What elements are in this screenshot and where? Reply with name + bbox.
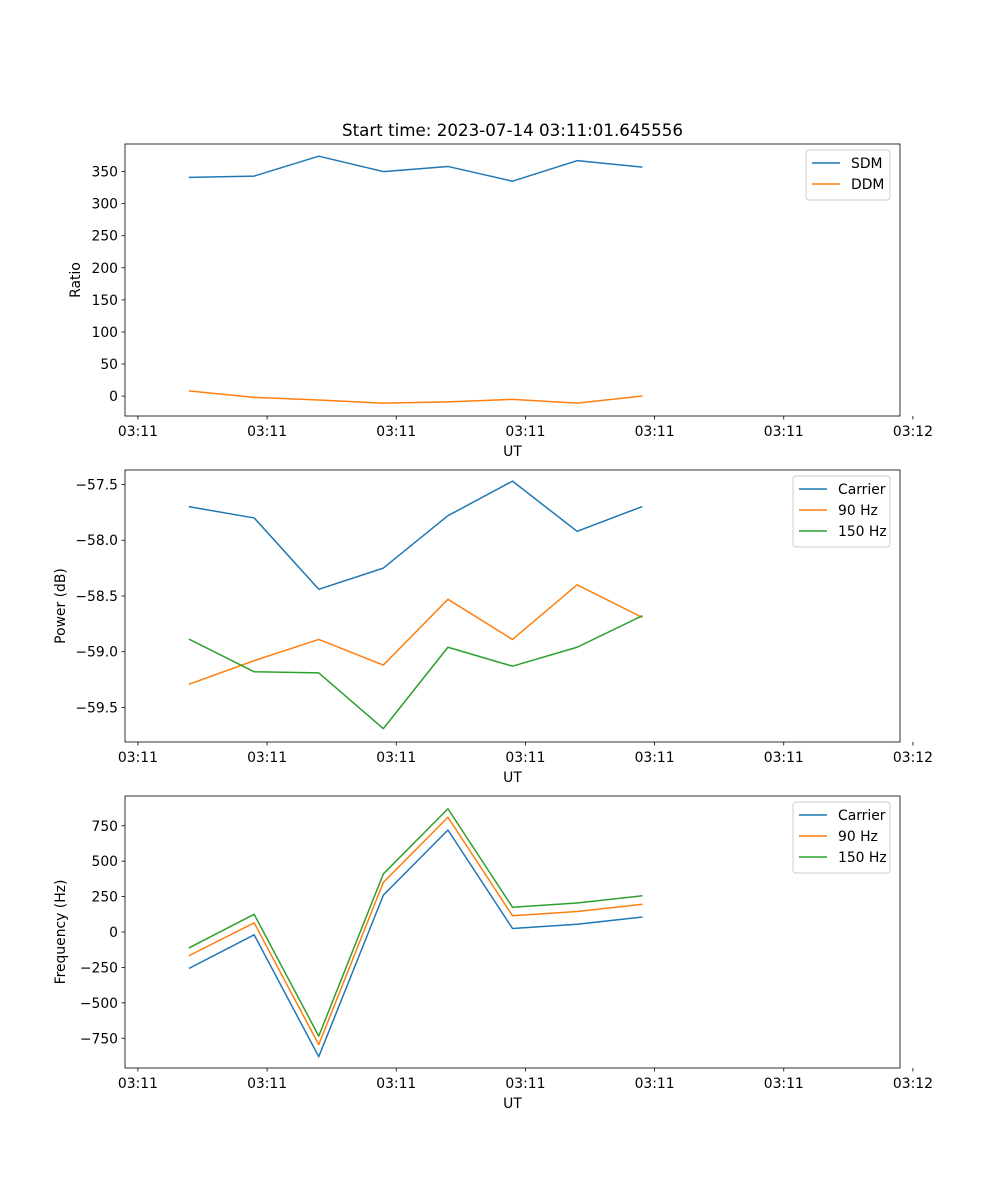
legend: SDM DDM: [805, 149, 891, 201]
legend-label: 150 Hz: [838, 524, 887, 540]
legend-label: 150 Hz: [838, 850, 887, 866]
chart-panel-3: −750 −500 −250 0 250 500 750 03:11 03:11 03:11 03:…: [53, 795, 933, 1112]
x-tick-label: 03:11: [247, 424, 287, 440]
y-tick-label: 150: [91, 293, 118, 309]
x-tick-label: 03:11: [505, 750, 545, 766]
y-tick-label: −58.0: [75, 533, 118, 549]
x-tick-label: 03:11: [118, 750, 158, 766]
series-line-carrier: [188, 829, 643, 1058]
x-tick-label: 03:12: [893, 424, 933, 440]
y-tick-label: 250: [91, 229, 118, 245]
series-line-90-hz: [188, 816, 643, 1046]
x-tick-label: 03:11: [764, 424, 804, 440]
y-axis-label: Ratio: [68, 262, 84, 298]
y-tick-label: 300: [91, 197, 118, 213]
x-tick-label: 03:11: [118, 1076, 158, 1092]
series-line-150-hz: [188, 808, 643, 1037]
legend-box: [792, 801, 891, 874]
x-axis-label: UT: [503, 1096, 522, 1112]
y-tick-label: −250: [80, 960, 118, 976]
x-tick-label: 03:11: [247, 1076, 287, 1092]
axes-frame: [124, 469, 901, 743]
y-tick-label: −59.0: [75, 645, 118, 661]
series-line-150-hz: [188, 615, 643, 730]
series-line-90-hz: [188, 584, 643, 685]
series-line-ddm: [188, 390, 643, 404]
y-tick-label: 250: [91, 890, 118, 906]
x-tick-label: 03:11: [376, 750, 416, 766]
chart-panel-2: −59.5 −59.0 −58.5 −58.0 −57.5 03:11 03:11 03:11…: [53, 469, 933, 786]
x-tick-label: 03:11: [505, 424, 545, 440]
legend-label: 90 Hz: [838, 829, 878, 845]
legend-box: [792, 475, 891, 548]
y-tick-label: 200: [91, 261, 118, 277]
y-tick-label: 350: [91, 165, 118, 181]
y-axis-label: Frequency (Hz): [53, 880, 69, 985]
x-axis-label: UT: [503, 770, 522, 786]
x-tick-label: 03:11: [247, 750, 287, 766]
x-tick-label: 03:11: [505, 1076, 545, 1092]
legend-label: Carrier: [838, 482, 886, 498]
x-tick-label: 03:11: [118, 424, 158, 440]
y-tick-label: 750: [91, 819, 118, 835]
x-tick-label: 03:11: [764, 750, 804, 766]
series-line-sdm: [188, 155, 643, 182]
y-tick-label: 50: [100, 357, 118, 373]
x-tick-label: 03:12: [893, 1076, 933, 1092]
chart-panel-1: 0 50 100 150 200 250 300 350 03:11 03:11 03:11 03:1…: [68, 120, 933, 460]
legend-label: Carrier: [838, 808, 886, 824]
y-tick-label: 0: [109, 925, 118, 941]
x-axis-label: UT: [503, 444, 522, 460]
y-tick-label: −57.5: [75, 477, 118, 493]
x-tick-label: 03:11: [376, 424, 416, 440]
axes-frame: [124, 795, 901, 1069]
legend-label: SDM: [851, 156, 883, 172]
x-tick-label: 03:11: [764, 1076, 804, 1092]
legend: Carrier 90 Hz 150 Hz: [792, 475, 891, 548]
series-line-carrier: [188, 480, 643, 591]
y-tick-label: 100: [91, 325, 118, 341]
x-tick-label: 03:11: [635, 424, 675, 440]
x-tick-label: 03:11: [376, 1076, 416, 1092]
y-tick-label: −58.5: [75, 589, 118, 605]
axes-frame: [124, 143, 901, 417]
x-tick-label: 03:11: [635, 1076, 675, 1092]
legend-label: DDM: [851, 177, 884, 193]
x-tick-label: 03:11: [635, 750, 675, 766]
y-tick-label: 500: [91, 854, 118, 870]
y-tick-label: 0: [109, 389, 118, 405]
y-tick-label: −59.5: [75, 700, 118, 716]
legend-label: 90 Hz: [838, 503, 878, 519]
y-tick-label: −500: [80, 996, 118, 1012]
y-tick-label: −750: [80, 1031, 118, 1047]
y-axis-label: Power (dB): [53, 568, 69, 644]
x-tick-label: 03:12: [893, 750, 933, 766]
chart-title: Start time: 2023-07-14 03:11:01.645556: [342, 120, 683, 140]
legend: Carrier 90 Hz 150 Hz: [792, 801, 891, 874]
